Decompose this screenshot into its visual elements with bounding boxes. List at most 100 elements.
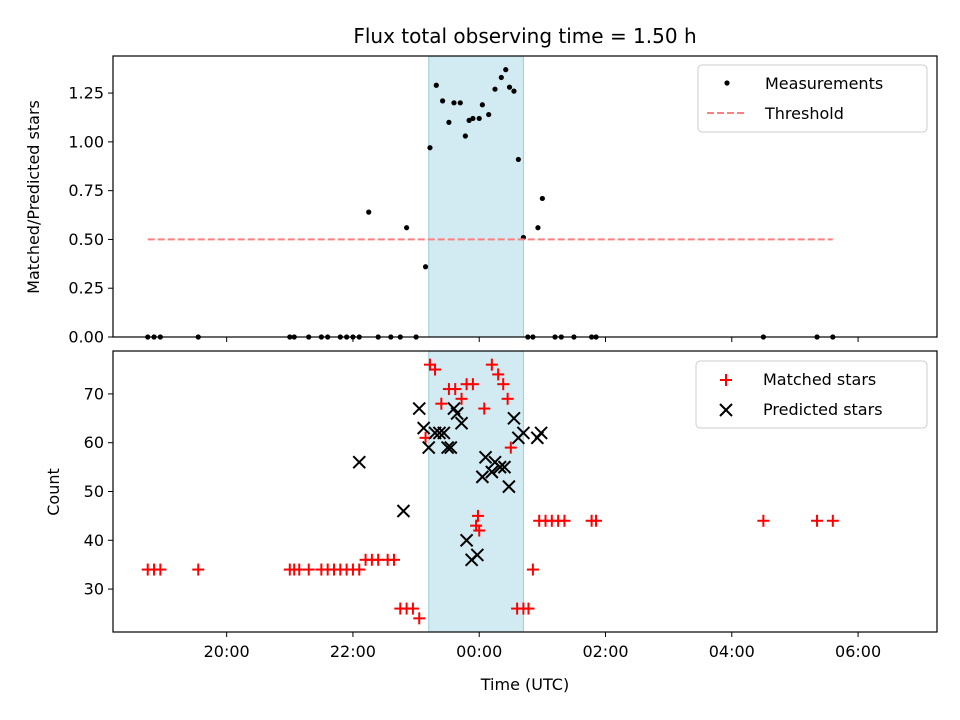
matched-star-point bbox=[154, 563, 167, 576]
top-ytick-label: 1.25 bbox=[68, 84, 104, 103]
measurement-point bbox=[503, 67, 509, 73]
legend-predicted-label: Predicted stars bbox=[763, 400, 883, 419]
bottom-xtick-label: 20:00 bbox=[204, 642, 250, 661]
measurement-point bbox=[427, 145, 433, 151]
measurement-point bbox=[462, 133, 468, 139]
matched-star-point bbox=[192, 563, 205, 576]
measurement-point bbox=[446, 119, 452, 125]
measurement-point bbox=[404, 225, 410, 231]
measurement-point bbox=[539, 195, 545, 202]
top-legend-box bbox=[697, 64, 928, 133]
x-axis-label: Time (UTC) bbox=[480, 675, 569, 694]
legend-threshold-label: Threshold bbox=[764, 104, 844, 123]
chart-title: Flux total observing time = 1.50 h bbox=[353, 24, 696, 48]
matched-star-point bbox=[302, 563, 315, 576]
matched-star-point bbox=[455, 392, 468, 405]
bottom-xtick-label: 02:00 bbox=[582, 642, 628, 661]
predicted-star-point bbox=[493, 460, 507, 474]
measurement-point bbox=[506, 84, 513, 90]
matched-star-point bbox=[526, 563, 539, 576]
matched-star-point bbox=[471, 509, 484, 522]
measurement-point bbox=[515, 156, 521, 163]
measurement-point bbox=[470, 115, 476, 122]
top-y-axis-label: Matched/Predicted stars bbox=[24, 100, 43, 294]
predicted-star-point bbox=[416, 421, 431, 435]
legend-matched-label: Matched stars bbox=[763, 370, 876, 389]
predicted-star-point bbox=[497, 460, 512, 474]
matched-star-point bbox=[757, 514, 770, 527]
matched-star-point bbox=[449, 383, 462, 396]
legend-measurements-label: Measurements bbox=[765, 74, 883, 93]
predicted-star-point bbox=[412, 401, 426, 416]
measurement-point bbox=[451, 100, 457, 106]
matched-star-point bbox=[406, 602, 419, 615]
predicted-star-point bbox=[454, 416, 469, 430]
predicted-star-point bbox=[470, 548, 485, 562]
bottom-legend-box bbox=[695, 360, 928, 429]
measurement-point bbox=[479, 102, 485, 108]
measurement-point bbox=[422, 264, 429, 270]
measurement-point bbox=[366, 209, 372, 215]
predicted-star-point bbox=[422, 440, 436, 455]
measurement-point bbox=[433, 82, 439, 88]
measurement-point bbox=[492, 86, 498, 92]
predicted-star-point bbox=[444, 440, 458, 455]
matched-star-point bbox=[826, 514, 839, 527]
matched-star-point bbox=[466, 378, 479, 391]
matched-star-point bbox=[485, 358, 498, 371]
predicted-star-point bbox=[440, 440, 455, 455]
matched-star-point bbox=[478, 402, 491, 415]
legend-measurements-marker bbox=[724, 80, 730, 86]
predicted-star-point bbox=[507, 411, 521, 426]
measurement-point bbox=[535, 225, 541, 231]
matched-star-point bbox=[413, 612, 426, 625]
bottom-xtick-label: 04:00 bbox=[709, 642, 755, 661]
top-ytick-label: 0.25 bbox=[68, 279, 104, 298]
predicted-star-point bbox=[478, 450, 493, 465]
bottom-observing-window bbox=[428, 350, 524, 633]
top-ytick-label: 0.50 bbox=[68, 230, 104, 249]
measurement-point bbox=[486, 111, 492, 118]
predicted-star-point bbox=[502, 479, 516, 494]
bottom-y-axis-label: Count bbox=[44, 468, 63, 516]
matched-star-point bbox=[811, 514, 824, 527]
matched-star-point bbox=[387, 553, 400, 566]
top-ytick-label: 0.75 bbox=[68, 181, 104, 200]
predicted-star-point bbox=[450, 406, 464, 421]
bottom-ytick-label: 40 bbox=[84, 531, 104, 550]
predicted-star-point bbox=[352, 455, 366, 469]
matched-star-point bbox=[501, 392, 514, 405]
predicted-star-point bbox=[534, 426, 548, 440]
matched-star-point bbox=[429, 363, 442, 376]
measurement-point bbox=[498, 74, 504, 81]
matched-star-point bbox=[590, 514, 603, 527]
measurement-point bbox=[457, 100, 463, 106]
bottom-legend: Matched stars Predicted stars bbox=[695, 360, 928, 429]
top-plot-frame bbox=[112, 55, 938, 338]
bottom-ytick-label: 30 bbox=[84, 580, 104, 599]
legend-predicted-marker bbox=[719, 403, 733, 417]
bottom-xtick-label: 06:00 bbox=[835, 642, 881, 661]
legend-matched-marker bbox=[720, 374, 732, 386]
matched-star-point bbox=[504, 441, 517, 454]
top-panel: 0.00 0.25 0.50 0.75 1.00 1.25 Matched/Predict… bbox=[24, 55, 938, 347]
matched-star-point bbox=[473, 524, 486, 537]
bottom-ytick-label: 60 bbox=[84, 433, 104, 452]
bottom-ytick-label: 50 bbox=[84, 482, 104, 501]
predicted-star-point bbox=[475, 470, 490, 484]
bottom-xtick-label: 00:00 bbox=[456, 642, 502, 661]
top-legend: Measurements Threshold bbox=[697, 64, 928, 133]
predicted-star-point bbox=[516, 426, 531, 440]
predicted-star-point bbox=[459, 533, 474, 547]
matched-star-point bbox=[522, 602, 535, 615]
predicted-star-point bbox=[485, 465, 499, 479]
top-observing-window bbox=[428, 55, 524, 338]
predicted-star-point bbox=[437, 426, 451, 440]
matched-star-point bbox=[497, 378, 510, 391]
bottom-ytick-label: 70 bbox=[84, 384, 104, 403]
predicted-star-point bbox=[396, 504, 411, 518]
measurement-point bbox=[440, 98, 446, 104]
matched-star-point bbox=[353, 563, 366, 576]
matched-star-point bbox=[492, 368, 505, 381]
